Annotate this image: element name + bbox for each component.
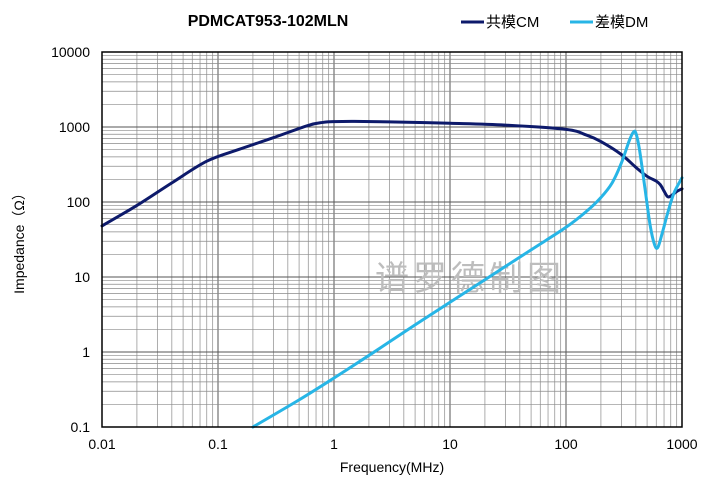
legend-label-dm: 差模DM bbox=[595, 14, 648, 31]
y-tick-label: 100 bbox=[67, 194, 91, 210]
grid bbox=[102, 52, 682, 427]
series-line-cm bbox=[100, 119, 684, 228]
x-tick-label: 100 bbox=[554, 436, 578, 452]
y-axis-label: Impedance（Ω） bbox=[11, 186, 27, 294]
y-tick-label: 1 bbox=[82, 344, 90, 360]
y-tick-label: 0.1 bbox=[71, 419, 91, 435]
x-tick-label: 1000 bbox=[666, 436, 697, 452]
x-tick-label: 1 bbox=[330, 436, 338, 452]
legend: 共模CM 差模DM bbox=[461, 14, 648, 31]
x-axis-label: Frequency(MHz) bbox=[340, 459, 444, 475]
x-tick-label: 0.1 bbox=[208, 436, 228, 452]
series-line-dm bbox=[251, 129, 684, 429]
y-tick-label: 10 bbox=[74, 269, 90, 285]
x-tick-labels: 0.01 0.1 1 10 100 1000 bbox=[88, 436, 697, 452]
chart-title: PDMCAT953-102MLN bbox=[188, 13, 349, 30]
y-tick-label: 1000 bbox=[59, 119, 90, 135]
x-tick-label: 0.01 bbox=[88, 436, 115, 452]
plot-frame bbox=[101, 51, 683, 428]
watermark-text: 谱罗德制图 bbox=[375, 259, 565, 299]
legend-label-cm: 共模CM bbox=[486, 14, 539, 31]
series-lines bbox=[100, 119, 684, 429]
x-tick-label: 10 bbox=[442, 436, 458, 452]
y-tick-label: 10000 bbox=[51, 44, 90, 60]
y-tick-labels: 0.1 1 10 100 1000 10000 bbox=[51, 44, 90, 435]
